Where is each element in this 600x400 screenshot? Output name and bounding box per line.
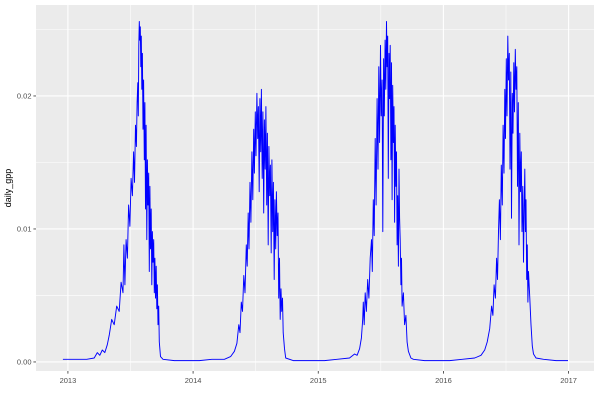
panel-background (36, 5, 594, 371)
y-tick-label: 0.01 (17, 225, 32, 234)
x-tick-label: 2013 (60, 376, 77, 385)
y-tick-label: 0.00 (17, 358, 32, 367)
x-tick-label: 2014 (185, 376, 202, 385)
x-tick-label: 2017 (560, 376, 577, 385)
gpp-line (62, 21, 568, 362)
y-axis-title: daily_gpp (3, 169, 13, 208)
x-tick-label: 2015 (310, 376, 327, 385)
x-tick-label: 2016 (435, 376, 452, 385)
y-tick-label: 0.02 (17, 92, 32, 101)
